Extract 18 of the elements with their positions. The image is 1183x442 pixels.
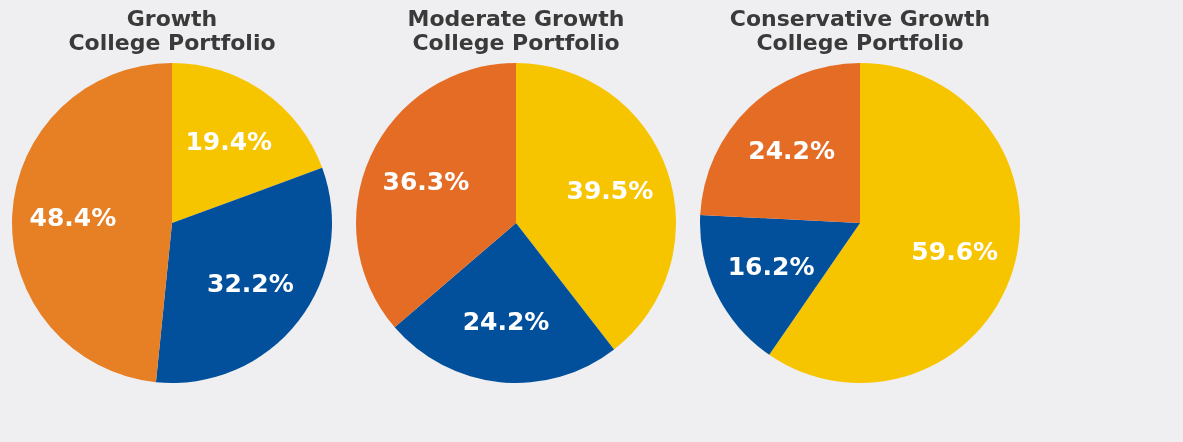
data-label: 59.6% xyxy=(911,237,999,267)
data-label: 32.2% xyxy=(207,268,294,298)
data-label: 24.2% xyxy=(748,136,836,166)
pie-slice xyxy=(700,63,860,223)
data-label: 36.3% xyxy=(382,166,470,196)
chart-title: Moderate Growth College Portfolio xyxy=(407,6,625,55)
data-label: 39.5% xyxy=(566,175,654,205)
data-label: 24.2% xyxy=(462,306,550,336)
data-label: 16.2% xyxy=(727,251,815,281)
data-label: 48.4% xyxy=(29,203,117,233)
pie-slice xyxy=(12,63,172,383)
pie-slice xyxy=(700,214,860,355)
chart-title: Growth College Portfolio xyxy=(68,6,276,55)
data-label: 19.4% xyxy=(185,126,273,156)
pie-slice xyxy=(172,63,323,223)
pie-slice xyxy=(394,223,615,383)
pie-slice xyxy=(155,167,332,383)
chart-title: Conservative Growth College Portfolio xyxy=(729,6,991,55)
